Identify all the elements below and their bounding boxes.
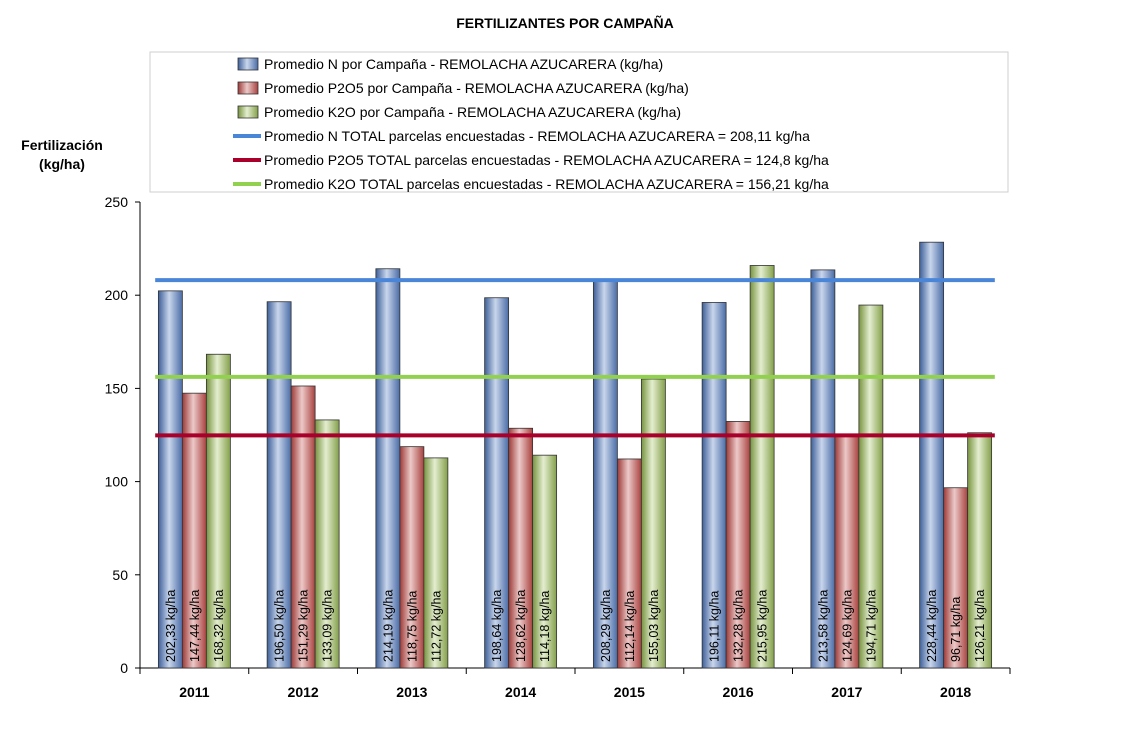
- x-tick-label: 2012: [288, 684, 319, 700]
- bar-data-label: 194,71 kg/ha: [864, 590, 878, 662]
- bar-data-label: 132,28 kg/ha: [732, 590, 746, 662]
- bar-data-label: 133,09 kg/ha: [321, 590, 335, 662]
- bar-series-2: [943, 487, 969, 669]
- bar-data-label: 155,03 kg/ha: [647, 590, 661, 662]
- bar-data-label: 196,50 kg/ha: [273, 590, 287, 662]
- bar-data-label: 124,69 kg/ha: [840, 590, 854, 662]
- bar-series-3: [749, 265, 775, 669]
- bar-data-label: 215,95 kg/ha: [756, 590, 770, 662]
- bar-series-2: [725, 421, 751, 669]
- bar-data-label: 228,44 kg/ha: [925, 590, 939, 662]
- bar-series-1: [266, 301, 292, 669]
- x-tick-label: 2014: [505, 684, 536, 700]
- bar-series-1: [157, 290, 183, 669]
- bar-series-2: [181, 392, 207, 669]
- x-tick-label: 2013: [396, 684, 427, 700]
- bar-series-3: [205, 353, 231, 669]
- bar-data-label: 151,29 kg/ha: [297, 590, 311, 662]
- bar-series-3: [314, 419, 340, 669]
- legend-swatch-series-3: [237, 105, 259, 119]
- chart-title: FERTILIZANTES POR CAMPAÑA: [456, 14, 674, 31]
- bar-data-label: 128,62 kg/ha: [514, 590, 528, 662]
- bar-series-3: [532, 454, 558, 669]
- y-tick-label: 50: [112, 567, 128, 583]
- legend: Promedio N por Campaña - REMOLACHA AZUCA…: [149, 51, 1009, 193]
- legend-label: Promedio N por Campaña - REMOLACHA AZUCA…: [264, 56, 663, 72]
- legend-label: Promedio K2O TOTAL parcelas encuestadas …: [264, 176, 829, 192]
- bar-series-3: [858, 304, 884, 669]
- bar-data-label: 202,33 kg/ha: [164, 590, 178, 662]
- bar-data-label: 208,29 kg/ha: [599, 590, 613, 662]
- bar-data-label: 147,44 kg/ha: [188, 590, 202, 662]
- legend-label: Promedio P2O5 TOTAL parcelas encuestadas…: [264, 152, 829, 168]
- x-tick-label: 2017: [831, 684, 862, 700]
- bar-series-1: [375, 268, 401, 669]
- bar-data-label: 96,71 kg/ha: [949, 597, 963, 662]
- bar-series-1: [919, 241, 945, 669]
- plot-area: 0 50 100 150 200 250 2011 2012 2013 2014 2015 2016 2…: [105, 194, 1011, 700]
- bar-data-label: 213,58 kg/ha: [816, 590, 830, 662]
- legend-label: Promedio N TOTAL parcelas encuestadas - …: [264, 128, 810, 144]
- y-tick-label: 0: [120, 660, 128, 676]
- bar-data-label: 196,11 kg/ha: [708, 591, 722, 662]
- bar-data-label: 168,32 kg/ha: [212, 590, 226, 662]
- x-tick-label: 2018: [940, 684, 971, 700]
- bar-data-label: 112,72 kg/ha: [429, 591, 443, 662]
- y-tick-label: 250: [105, 194, 129, 210]
- y-axis-title-line2: (kg/ha): [39, 156, 85, 172]
- y-tick-label: 200: [105, 287, 129, 303]
- bar-series-2: [508, 427, 534, 669]
- y-tick-label: 100: [105, 474, 129, 490]
- legend-box: [149, 51, 1009, 193]
- bar-series-2: [616, 458, 642, 669]
- bar-data-label: 114,18 kg/ha: [538, 591, 552, 662]
- bar-data-label: 118,75 kg/ha: [405, 591, 419, 662]
- legend-swatch-series-2: [237, 81, 259, 95]
- legend-swatch-series-1: [237, 57, 259, 71]
- bar-series-3: [967, 432, 993, 669]
- y-tick-label: 150: [105, 380, 129, 396]
- bar-series-3: [640, 378, 666, 669]
- x-tick-label: 2016: [723, 684, 754, 700]
- bar-series-3: [423, 457, 449, 669]
- bar-data-label: 214,19 kg/ha: [381, 590, 395, 662]
- bar-series-2: [399, 446, 425, 669]
- bar-series-1: [701, 302, 727, 669]
- bar-series-2: [290, 385, 316, 669]
- legend-label: Promedio K2O por Campaña - REMOLACHA AZU…: [264, 104, 681, 120]
- x-tick-label: 2011: [179, 684, 210, 700]
- x-tick-label: 2015: [614, 684, 645, 700]
- y-axis-title-line1: Fertilización: [21, 137, 103, 153]
- bar-data-label: 126,21 kg/ha: [973, 590, 987, 662]
- bar-data-label: 112,14 kg/ha: [623, 591, 637, 662]
- legend-label: Promedio P2O5 por Campaña - REMOLACHA AZ…: [264, 80, 689, 96]
- bar-data-label: 198,64 kg/ha: [490, 590, 504, 662]
